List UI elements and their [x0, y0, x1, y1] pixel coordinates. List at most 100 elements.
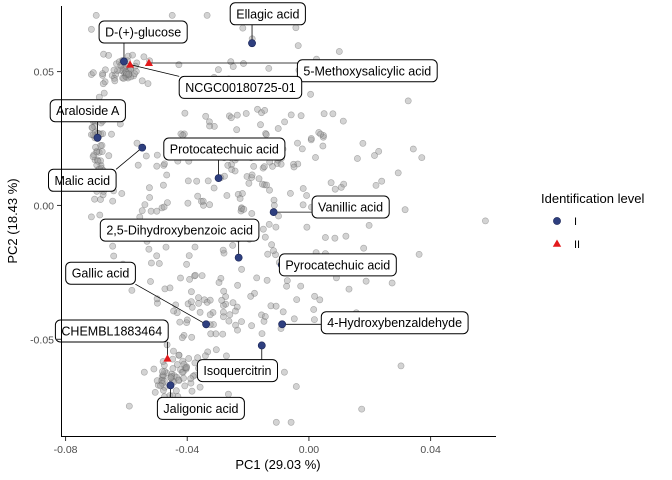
background-point: [331, 185, 339, 193]
label-box: [99, 218, 260, 242]
background-point: [89, 124, 96, 131]
label-box: [196, 359, 278, 383]
background-point: [261, 233, 269, 241]
background-point: [264, 250, 272, 258]
y-axis-title: PC2 (18.43 %): [5, 178, 20, 263]
connector-gallic-acid: [135, 283, 207, 325]
background-point: [162, 243, 170, 251]
legend-label-level-I: I: [574, 216, 577, 228]
background-point: [218, 296, 226, 304]
background-point: [315, 129, 323, 136]
background-point: [180, 360, 188, 368]
background-point: [191, 272, 198, 280]
background-point: [263, 181, 270, 189]
background-point: [267, 302, 275, 310]
background-point: [161, 285, 169, 293]
background-point: [319, 133, 327, 141]
background-point: [125, 402, 133, 410]
background-point: [160, 161, 168, 169]
background-point: [160, 203, 168, 211]
background-point: [181, 364, 189, 372]
background-point: [231, 307, 239, 315]
background-point: [206, 122, 213, 130]
label-box: [320, 311, 469, 335]
background-point: [183, 316, 191, 324]
label-text: 2,5-Dihydroxybenzoic acid: [106, 224, 253, 238]
background-point: [187, 375, 195, 382]
background-point: [265, 65, 273, 72]
background-point: [168, 370, 176, 378]
label-box: [229, 2, 306, 26]
background-point: [283, 277, 291, 284]
background-point: [145, 184, 153, 192]
background-point: [119, 67, 127, 75]
background-point: [175, 351, 183, 359]
background-point: [196, 383, 204, 391]
background-point: [259, 164, 267, 172]
point-isoquercitrin: [257, 341, 266, 350]
background-point: [257, 121, 264, 129]
background-point: [131, 70, 138, 78]
background-point: [118, 190, 126, 197]
label-box: [278, 253, 397, 277]
background-point: [240, 60, 247, 67]
background-point: [88, 124, 96, 131]
background-point: [123, 70, 131, 78]
background-point: [177, 366, 184, 374]
legend-label-level-II: II: [574, 239, 580, 251]
background-point: [159, 386, 167, 394]
background-point: [121, 70, 129, 77]
background-point: [181, 109, 189, 117]
background-point: [238, 190, 246, 197]
legend-key-level-II: [552, 239, 562, 247]
background-point: [122, 73, 129, 80]
background-point: [287, 111, 295, 119]
background-point: [184, 177, 192, 185]
background-point: [138, 207, 146, 215]
background-point: [286, 189, 294, 197]
background-point: [298, 145, 306, 153]
background-point: [214, 66, 222, 74]
background-point: [262, 131, 270, 138]
background-point: [317, 130, 324, 138]
background-point: [272, 302, 280, 310]
background-point: [176, 318, 184, 326]
background-point: [297, 112, 305, 120]
label-box: [65, 261, 136, 285]
background-point: [250, 162, 258, 170]
background-point: [166, 284, 174, 292]
label-box: [98, 20, 188, 44]
background-point: [109, 197, 117, 205]
background-point: [269, 162, 276, 170]
label-ncgc00180725-01: NCGC00180725-01: [178, 75, 303, 99]
background-point: [219, 302, 227, 309]
background-point: [212, 330, 220, 338]
background-point: [188, 387, 196, 395]
background-point: [238, 318, 245, 325]
background-point: [167, 374, 175, 382]
background-point: [98, 141, 106, 149]
background-point: [132, 68, 140, 75]
background-point: [307, 135, 315, 142]
background-point: [196, 308, 204, 316]
background-point: [160, 377, 168, 385]
background-point: [307, 136, 315, 144]
background-point: [182, 364, 190, 372]
x-axis-title: PC1 (29.03 %): [235, 457, 320, 472]
background-point: [219, 308, 227, 316]
background-point: [215, 279, 223, 286]
background-point: [120, 75, 128, 82]
background-point: [243, 173, 251, 180]
background-point: [116, 66, 124, 74]
background-point: [320, 110, 328, 118]
background-point: [226, 311, 234, 319]
background-point: [270, 201, 278, 209]
background-point: [258, 311, 265, 319]
background-point: [153, 299, 161, 307]
background-point: [255, 175, 263, 182]
background-point: [147, 207, 155, 215]
background-point: [88, 25, 95, 33]
background-point: [260, 163, 268, 171]
background-point: [268, 241, 275, 249]
label-text: Malic acid: [55, 174, 111, 188]
